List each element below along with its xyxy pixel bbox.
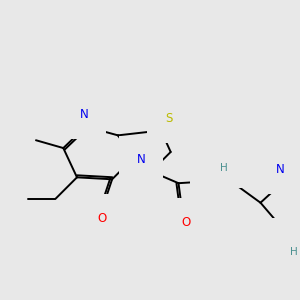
Text: O: O (182, 216, 191, 229)
Text: H: H (220, 163, 227, 172)
Text: N: N (276, 235, 284, 248)
Text: N: N (276, 163, 284, 176)
Text: H: H (290, 247, 298, 256)
Text: O: O (98, 212, 107, 225)
Text: N: N (207, 163, 216, 176)
Text: N: N (80, 108, 88, 122)
Text: S: S (165, 112, 172, 125)
Text: N: N (137, 153, 146, 166)
